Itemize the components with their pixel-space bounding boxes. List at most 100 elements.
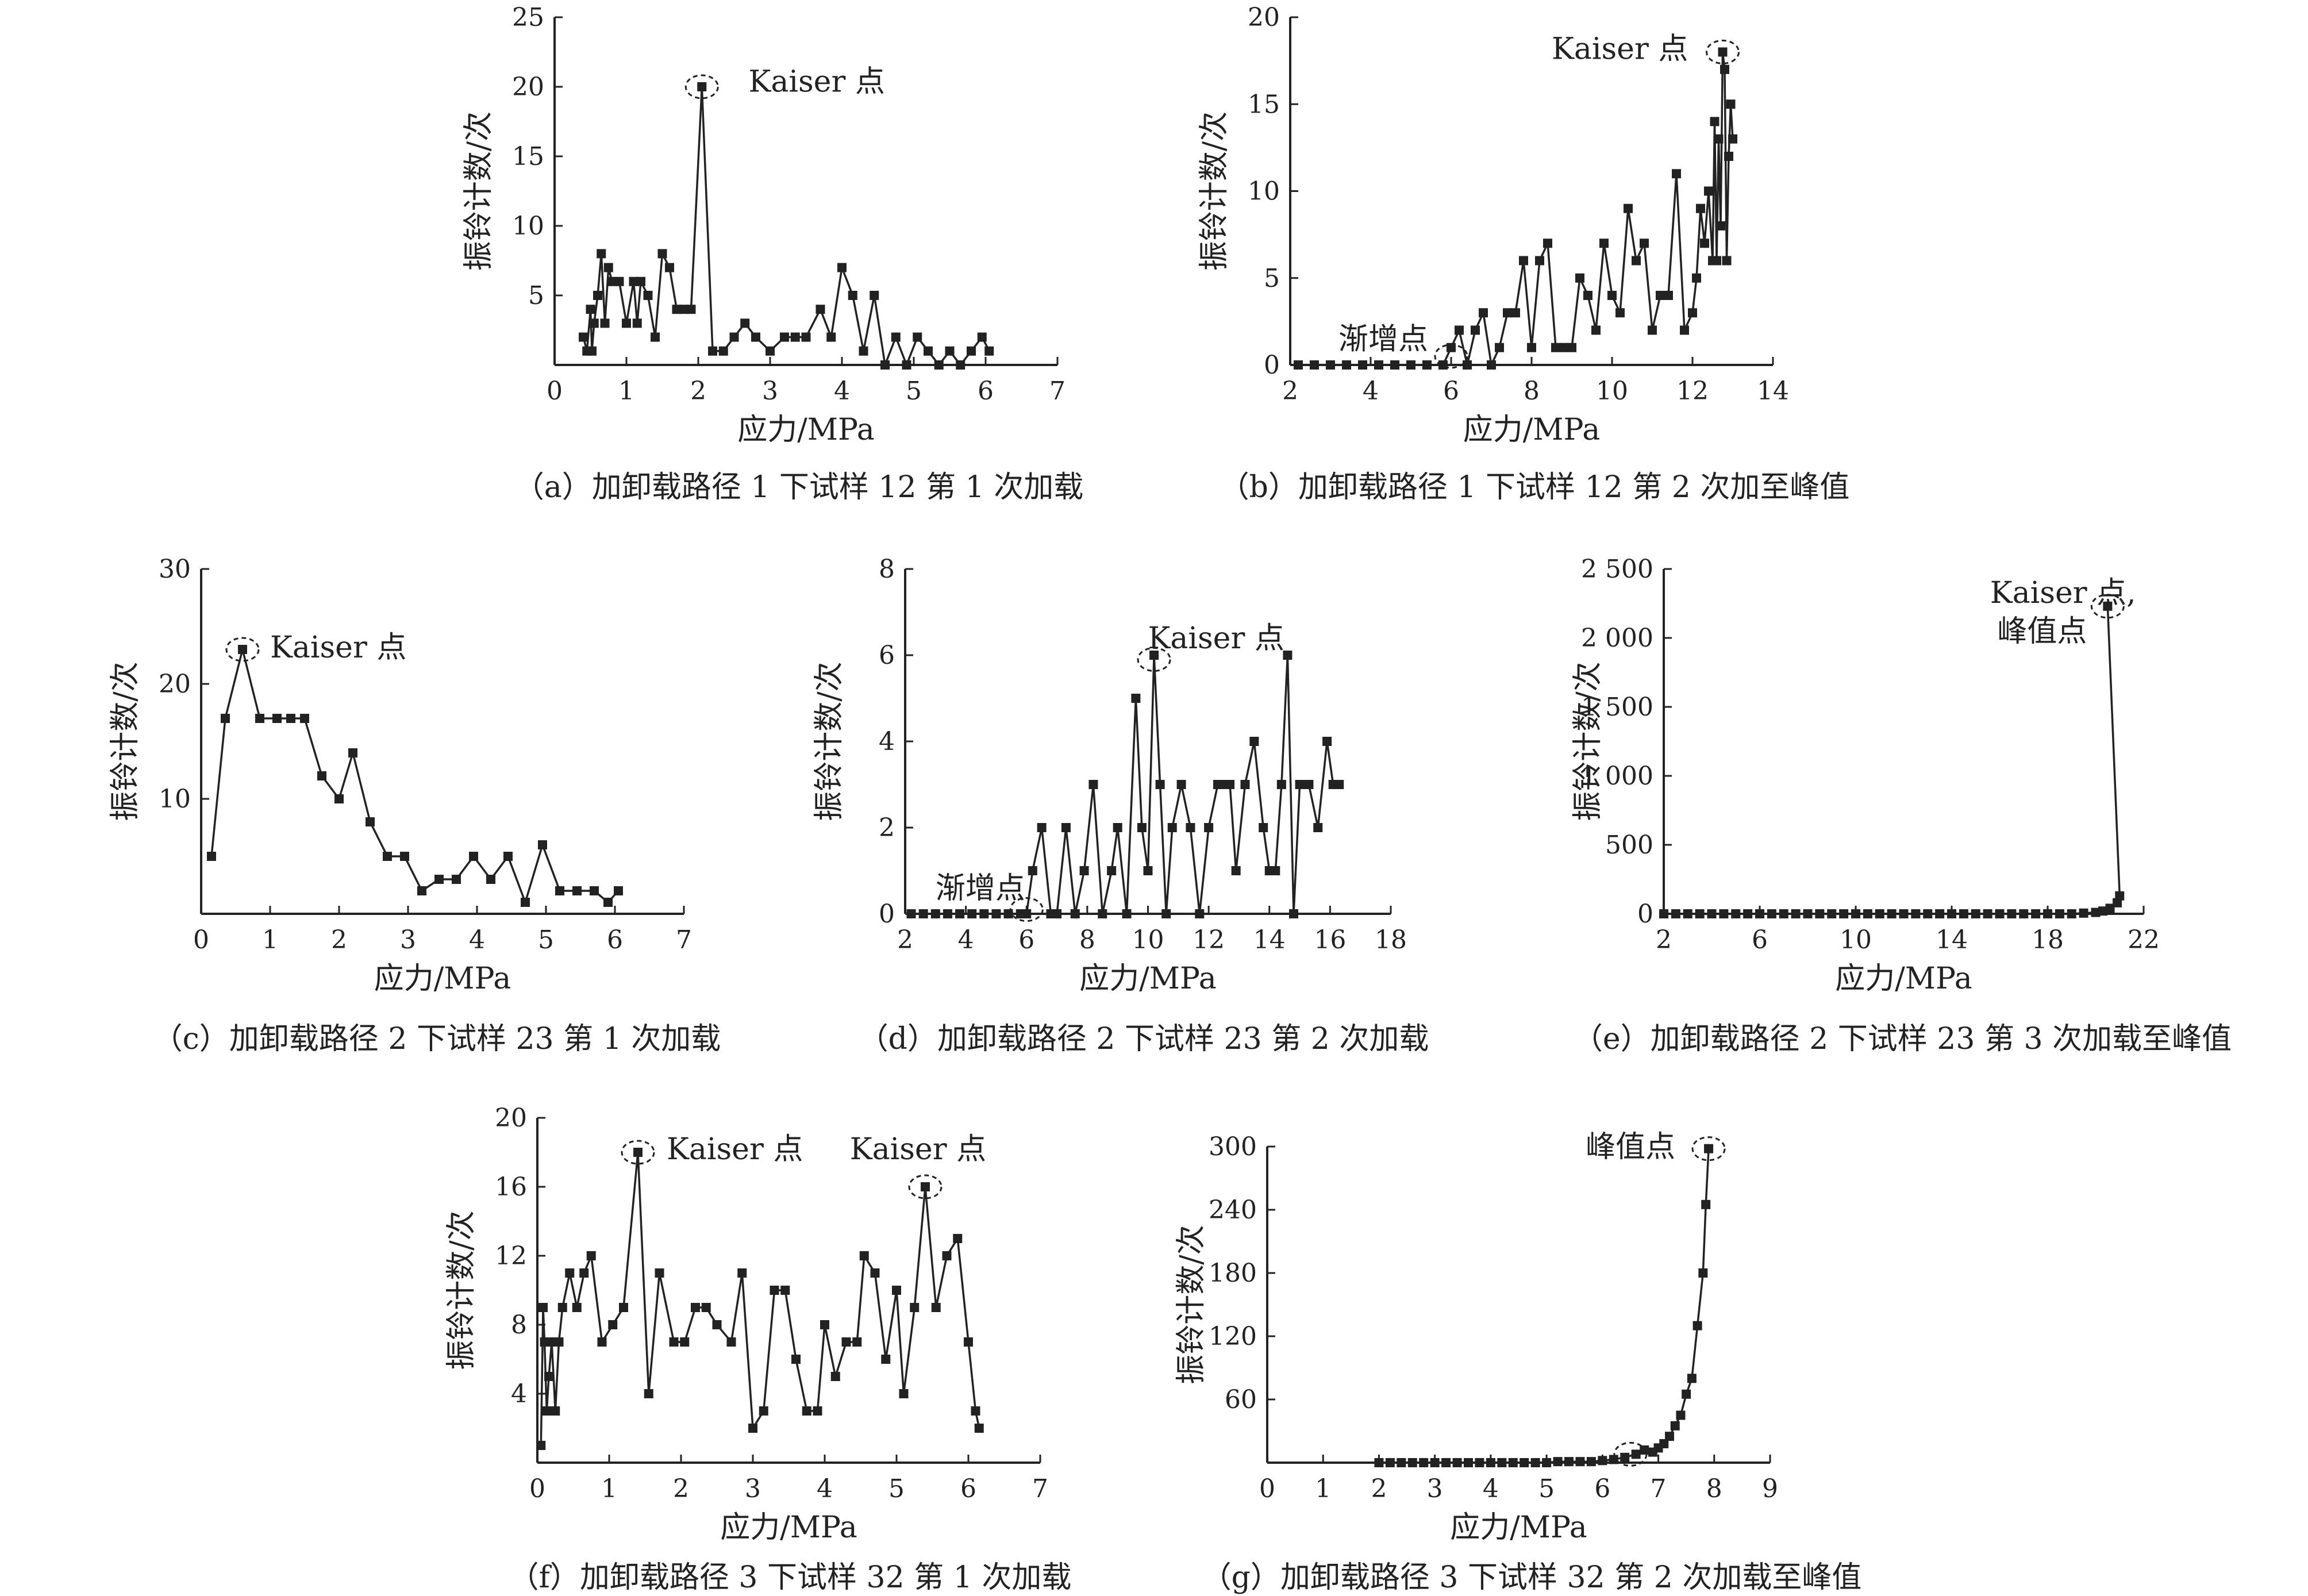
data-point <box>1640 1445 1649 1455</box>
data-point <box>759 1406 768 1416</box>
data-point <box>1682 1389 1691 1399</box>
data-point <box>1508 1458 1518 1467</box>
data-point <box>1724 152 1733 161</box>
subfigure-caption: （c）加卸载路径 2 下试样 23 第 1 次加载 <box>153 1022 721 1056</box>
data-point <box>1334 780 1344 789</box>
annotation-label: 峰值点 <box>1586 1130 1675 1164</box>
y-tick-label: 20 <box>495 1103 527 1133</box>
data-point <box>665 263 674 272</box>
data-point <box>1564 1457 1574 1467</box>
data-point <box>603 898 613 907</box>
data-point <box>1342 360 1351 370</box>
data-point <box>934 360 944 370</box>
data-point <box>967 909 977 918</box>
data-point <box>1583 291 1592 300</box>
data-point <box>1755 909 1764 918</box>
data-point <box>1687 1374 1697 1383</box>
x-tick-label: 6 <box>1018 925 1034 955</box>
x-tick-label: 3 <box>745 1474 761 1503</box>
data-point <box>1326 360 1335 370</box>
data-point <box>820 1320 829 1329</box>
data-point <box>964 1337 973 1347</box>
data-point <box>1520 1458 1529 1467</box>
data-point <box>1683 909 1692 918</box>
data-point <box>272 714 282 723</box>
data-point <box>1419 1458 1429 1467</box>
data-point <box>586 1251 596 1260</box>
x-tick-label: 5 <box>1538 1474 1555 1503</box>
data-point <box>1530 1458 1540 1467</box>
data-point <box>1688 308 1697 318</box>
y-tick-label: 240 <box>1209 1195 1257 1225</box>
data-point <box>1407 1458 1417 1467</box>
data-point <box>1743 909 1753 918</box>
x-tick-label: 7 <box>676 925 692 955</box>
data-point <box>486 875 495 884</box>
annotation-label: Kaiser 点 <box>270 630 406 665</box>
y-axis-label: 振铃计数/次 <box>1197 111 1232 271</box>
data-point <box>881 1355 891 1364</box>
y-tick-label: 15 <box>512 142 544 171</box>
data-point <box>540 1337 549 1347</box>
data-point <box>2115 891 2125 901</box>
data-point <box>708 346 717 356</box>
data-point <box>802 1406 811 1416</box>
data-point <box>1131 694 1141 703</box>
data-point <box>2105 903 2115 913</box>
data-point <box>643 291 653 300</box>
x-axis-label: 应力/MPa <box>1835 962 1972 996</box>
data-point <box>1779 909 1788 918</box>
y-tick-label: 16 <box>495 1172 527 1202</box>
annotation-label: 渐增点 <box>936 871 1025 906</box>
data-point <box>913 332 922 342</box>
data-point <box>691 1303 700 1312</box>
data-point <box>1037 823 1047 832</box>
data-point <box>1098 909 1107 918</box>
data-point <box>967 346 976 356</box>
y-tick-label: 1 000 <box>1581 762 1653 791</box>
annotation-label: Kaiser 点, <box>1990 576 2136 610</box>
y-tick-label: 0 <box>1264 351 1280 380</box>
y-tick-label: 30 <box>159 555 191 584</box>
data-point <box>841 1337 851 1347</box>
data-point <box>597 1337 607 1347</box>
data-point <box>1607 291 1617 300</box>
data-point <box>1313 823 1323 832</box>
data-point <box>697 82 707 91</box>
data-point <box>1495 343 1504 352</box>
x-tick-label: 1 <box>262 925 278 955</box>
data-point <box>956 360 965 370</box>
y-tick-label: 2 500 <box>1581 555 1653 584</box>
chart-a: 0 1 2 3 4 5 6 7 5 10 15 20 25 应力/MPa 振铃计数/次 Kaiser 点 （a）… <box>461 3 1083 505</box>
data-point <box>1716 221 1725 230</box>
data-point <box>554 1337 564 1347</box>
chart-g: 0 1 2 3 4 5 6 7 8 9 60 120 180 240 300 应力/MPa 振铃计数/次 峰值点 （… <box>1174 1130 1861 1595</box>
data-point <box>1899 909 1909 918</box>
data-point <box>1704 1144 1714 1153</box>
data-point <box>740 318 750 328</box>
data-point <box>1240 780 1250 789</box>
data-point <box>1322 737 1332 746</box>
data-point <box>1719 909 1729 918</box>
x-axis-label: 应力/MPa <box>374 962 511 996</box>
x-tick-label: 2 <box>1656 925 1672 955</box>
data-point <box>718 346 728 356</box>
data-point <box>780 1286 790 1295</box>
data-point <box>1598 1456 1607 1466</box>
data-point <box>1374 1458 1384 1467</box>
data-point <box>1692 1321 1702 1330</box>
data-point <box>1479 308 1488 318</box>
data-point <box>1385 1458 1395 1467</box>
data-point <box>729 332 739 342</box>
data-point <box>801 332 811 342</box>
series-line <box>1379 1148 1710 1464</box>
data-point <box>1971 909 1980 918</box>
data-point <box>600 318 610 328</box>
data-point <box>899 1389 909 1398</box>
x-axis-label: 应力/MPa <box>720 1510 857 1545</box>
x-axis-label: 应力/MPa <box>1463 413 1600 447</box>
x-tick-label: 8 <box>1706 1474 1722 1503</box>
data-point <box>880 360 890 370</box>
x-tick-label: 2 <box>673 1474 689 1503</box>
